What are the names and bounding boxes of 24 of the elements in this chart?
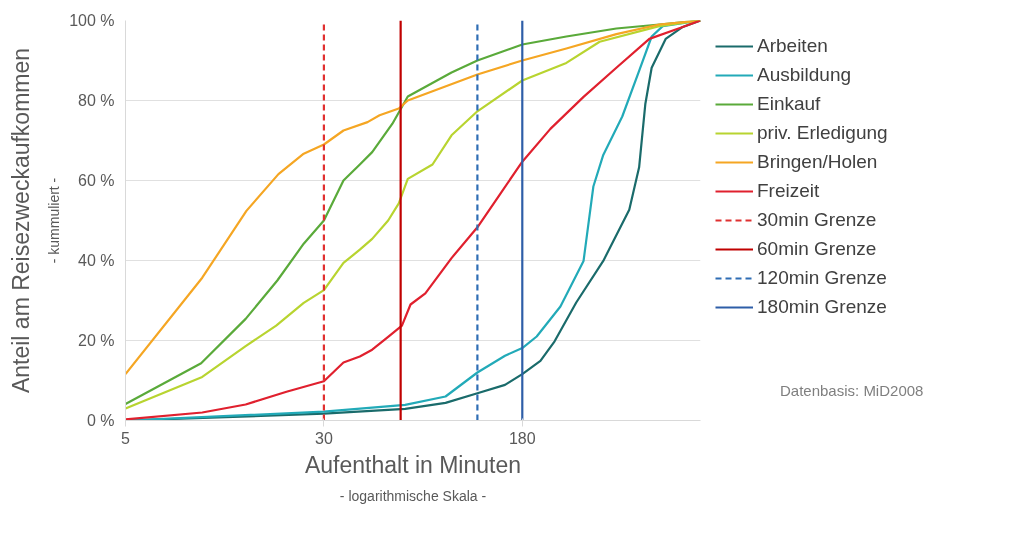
text: - logarithmische Skala - [339,487,487,504]
legend-label: Einkauf [757,93,821,115]
y-tick-label: 80 % [78,92,115,109]
legend-label: 30min Grenze [757,209,877,231]
legend-label: 180min Grenze [757,296,887,318]
legend-label: 120min Grenze [757,267,887,289]
x-tick-label: 5 [121,429,131,447]
legend-label: Freizeit [757,180,820,202]
y-tick-label: 100 % [69,12,115,29]
y-tick-label: 60 % [78,172,115,189]
legend-label: Ausbildung [757,64,852,86]
text: Datenbasis: MiD2008 [780,381,924,401]
legend-label: 60min Grenze [757,238,877,260]
y-tick-label: 40 % [78,252,115,269]
text: - kummuliert - [45,177,62,264]
y-axis-title: Anteil am Reisezweckaufkommen [7,47,34,394]
x-tick-label: 30 [315,429,333,447]
x-tick-label: 180 [508,429,536,447]
legend-label: priv. Erledigung [757,122,888,144]
y-tick-label: 0 % [86,412,115,429]
y-tick-label: 20 % [78,332,115,349]
legend-label: Arbeiten [757,35,828,57]
x-axis-title: Aufenthalt in Minuten [304,451,522,478]
legend-label: Bringen/Holen [757,151,878,173]
